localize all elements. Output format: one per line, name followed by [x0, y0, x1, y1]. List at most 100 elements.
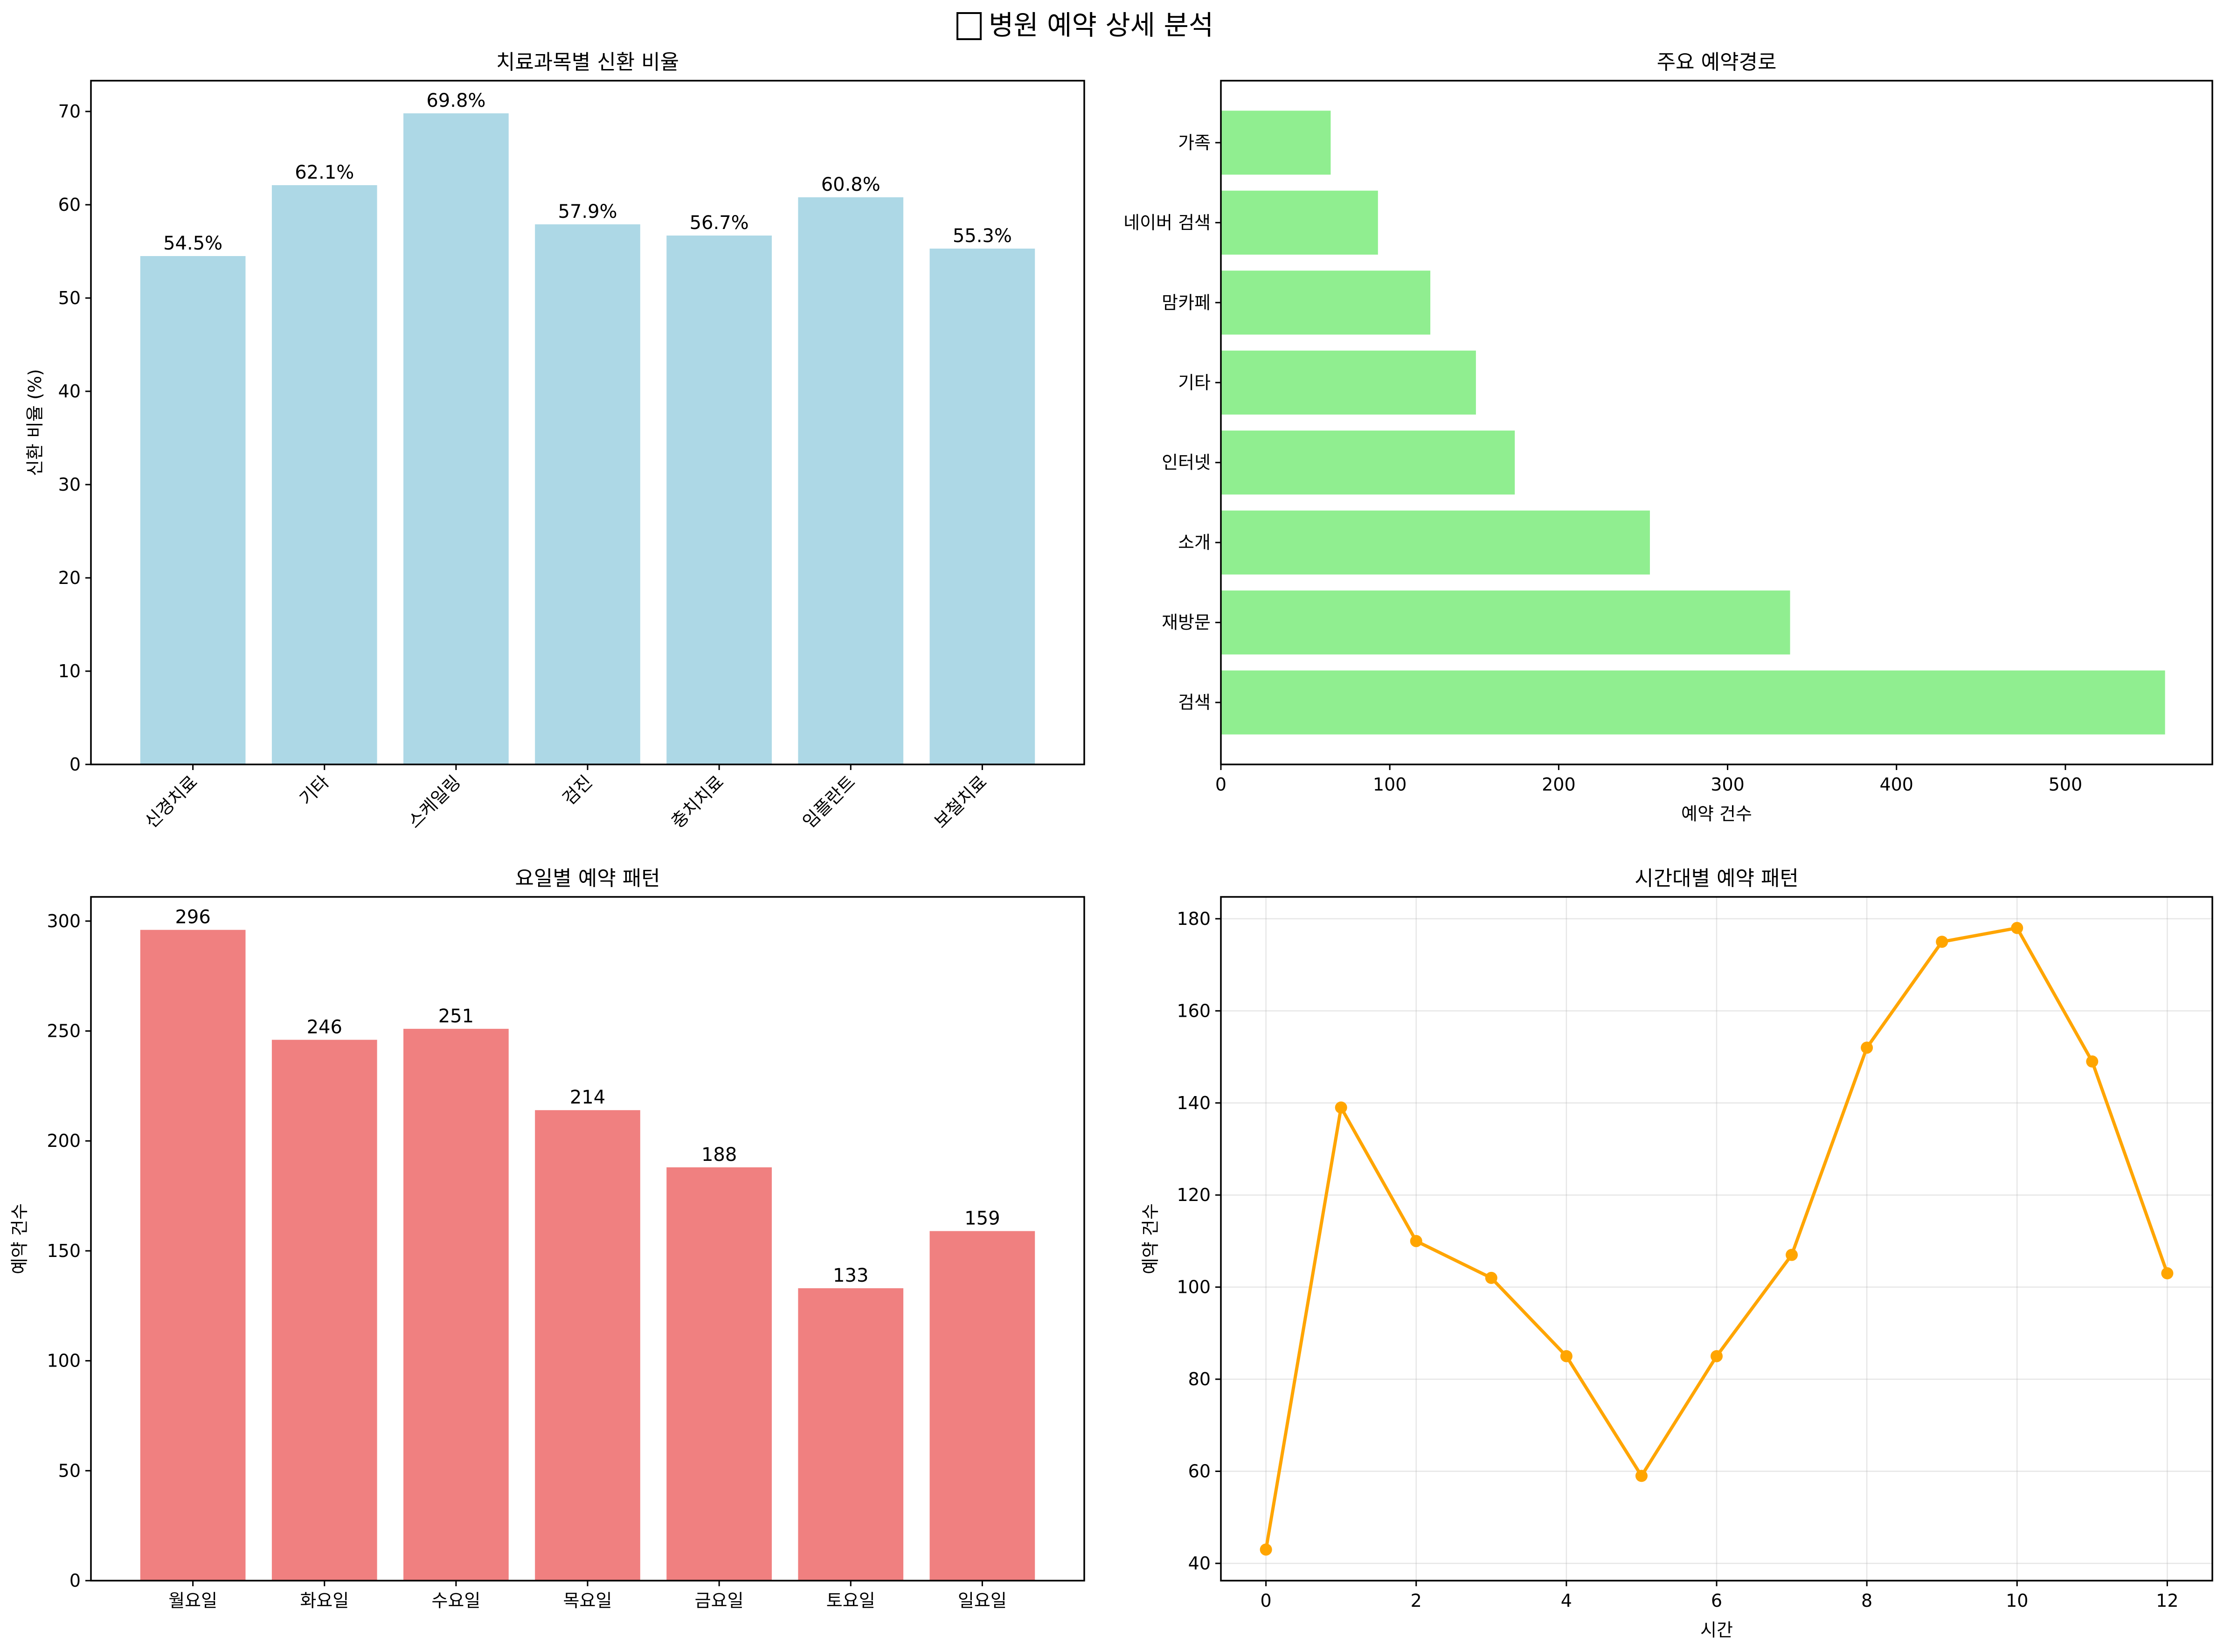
x-tick-label: 500 — [2049, 774, 2083, 795]
bar — [140, 256, 246, 764]
y-tick-label: 100 — [47, 1351, 81, 1371]
y-tick-label: 맘카페 — [1162, 292, 1211, 313]
bar — [1221, 590, 1790, 655]
x-tick-label: 일요일 — [958, 1590, 1007, 1611]
x-tick-label: 목요일 — [563, 1590, 612, 1611]
bar — [140, 930, 246, 1581]
x-tick-label: 0 — [1261, 1590, 1272, 1611]
plot-frame — [90, 80, 1085, 765]
y-tick-label: 네이버 검색 — [1123, 212, 1211, 233]
bar — [1221, 350, 1476, 415]
y-tick-label: 50 — [58, 1460, 81, 1481]
y-axis-label: 예약 건수 — [1140, 1203, 1161, 1274]
y-tick-label: 100 — [1177, 1277, 1211, 1298]
bar — [798, 197, 904, 764]
data-point — [1335, 1101, 1347, 1114]
x-tick-label: 6 — [1711, 1590, 1722, 1611]
bar — [403, 1028, 509, 1581]
data-label: 54.5% — [163, 233, 222, 254]
y-tick-label: 40 — [1188, 1553, 1211, 1574]
figure-title: 병원 예약 상세 분석 — [989, 9, 1213, 41]
bar — [666, 1167, 772, 1581]
y-tick-label: 0 — [69, 754, 81, 775]
plot-area: 검색 재방문 소개 인터넷 기타 맘카페 네이버 검색 가족 0 100 200 300 400 500 — [1123, 111, 2165, 795]
y-tick-label: 검색 — [1178, 692, 1211, 713]
y-tick-label: 소개 — [1178, 532, 1211, 553]
y-axis-label: 신환 비율 (%) — [25, 369, 45, 476]
data-point — [2086, 1055, 2099, 1068]
y-tick-label: 재방문 — [1162, 612, 1211, 633]
data-label: 62.1% — [295, 162, 354, 183]
x-tick-label: 2 — [1411, 1590, 1422, 1611]
panel-new-patient-ratio: 54.5% 62.1% 69.8% 57.9% 56.7% 60.8% 55.3% 0 10 20… — [25, 50, 1085, 832]
plot-frame — [1220, 896, 2213, 1582]
y-tick-label: 200 — [47, 1131, 81, 1151]
data-point — [2161, 1267, 2174, 1280]
y-tick-label: 300 — [47, 911, 81, 931]
y-tick-label: 120 — [1177, 1185, 1211, 1205]
data-point — [1635, 1470, 1648, 1482]
data-point — [1786, 1249, 1798, 1261]
x-tick-label: 수요일 — [431, 1590, 480, 1611]
x-tick-label: 0 — [1215, 774, 1226, 795]
plot-frame — [90, 896, 1085, 1582]
plot-area: 296 246 251 214 188 133 159 0 50 100 150 200 250 300 월… — [47, 907, 1035, 1611]
data-point — [1485, 1271, 1497, 1284]
chart-title: 요일별 예약 패턴 — [515, 867, 660, 890]
data-point — [1861, 1041, 1873, 1054]
bar — [1221, 670, 2165, 735]
x-tick-label: 금요일 — [695, 1590, 744, 1611]
y-tick-label: 인터넷 — [1162, 452, 1211, 473]
x-tick-label: 12 — [2156, 1590, 2178, 1611]
bar — [1221, 190, 1378, 255]
y-tick-label: 250 — [47, 1021, 81, 1041]
bar — [929, 249, 1035, 764]
y-tick-label: 기타 — [1178, 372, 1211, 393]
bar — [403, 113, 509, 764]
y-tick-label: 20 — [58, 568, 81, 588]
data-label: 60.8% — [821, 174, 880, 195]
data-point — [1260, 1543, 1272, 1556]
y-tick-label: 80 — [1188, 1369, 1211, 1389]
bar — [535, 224, 640, 764]
data-point — [1560, 1350, 1573, 1362]
chart-title: 시간대별 예약 패턴 — [1635, 867, 1799, 890]
bar — [929, 1231, 1035, 1581]
y-tick-label: 60 — [1188, 1461, 1211, 1482]
y-tick-label: 150 — [47, 1241, 81, 1261]
y-tick-label: 160 — [1177, 1000, 1211, 1021]
x-axis-label: 시간 — [1700, 1620, 1733, 1640]
plot-area: 54.5% 62.1% 69.8% 57.9% 56.7% 60.8% 55.3% 0 10 20… — [58, 90, 1035, 832]
data-label: 56.7% — [690, 212, 749, 234]
x-axis-label: 예약 건수 — [1681, 804, 1752, 824]
y-tick-label: 0 — [69, 1570, 81, 1591]
y-tick-label: 70 — [58, 101, 81, 122]
data-label: 55.3% — [953, 225, 1012, 247]
x-tick-label: 화요일 — [300, 1590, 349, 1611]
empty-box-glyph-icon — [956, 12, 982, 40]
panel-hourly-pattern: 40 60 80 100 120 140 160 180 0 2 4 6 8 10 12 시간대별 예약 패… — [1140, 867, 2213, 1640]
x-tick-label: 300 — [1711, 774, 1745, 795]
y-tick-label: 30 — [58, 474, 81, 495]
data-label: 251 — [438, 1006, 474, 1027]
y-tick-label: 10 — [58, 661, 81, 681]
y-tick-label: 60 — [58, 194, 81, 215]
bar — [1221, 430, 1515, 495]
data-point — [2011, 922, 2023, 934]
chart-title: 치료과목별 신환 비율 — [496, 50, 679, 74]
y-tick-label: 40 — [58, 381, 81, 402]
bar — [1221, 510, 1650, 575]
data-label: 246 — [307, 1016, 342, 1038]
bar — [271, 1040, 377, 1581]
x-tick-label: 월요일 — [168, 1590, 217, 1611]
y-tick-label: 50 — [58, 288, 81, 308]
x-tick-label: 4 — [1561, 1590, 1572, 1611]
data-point — [1936, 936, 1948, 948]
y-axis-label: 예약 건수 — [9, 1203, 30, 1274]
y-tick-label: 180 — [1177, 909, 1211, 929]
x-tick-label: 10 — [2006, 1590, 2028, 1611]
y-tick-label: 140 — [1177, 1093, 1211, 1113]
data-label: 69.8% — [426, 90, 485, 111]
data-label: 188 — [701, 1144, 737, 1166]
